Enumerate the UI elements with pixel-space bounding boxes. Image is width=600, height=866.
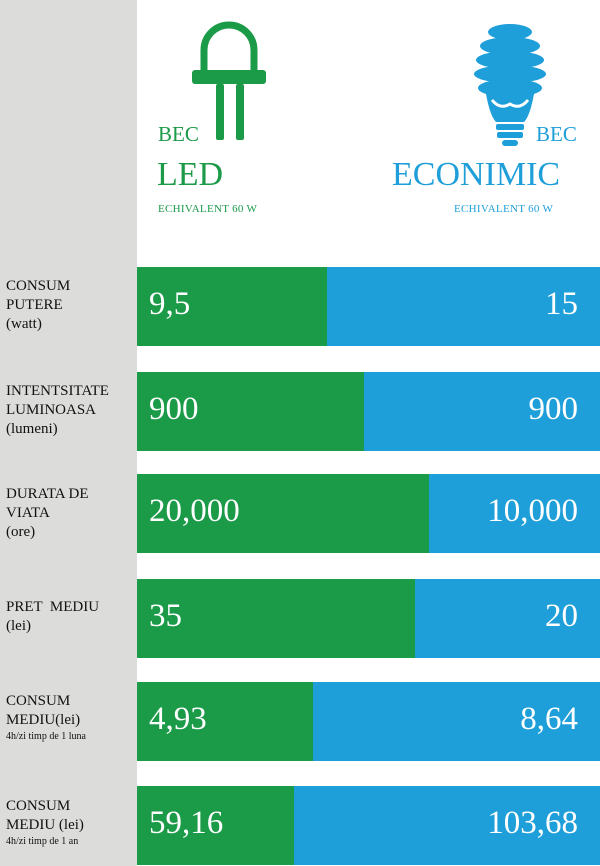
row-label-line: (lumeni) — [6, 421, 58, 437]
eco-value: 900 — [528, 391, 579, 427]
row-label-line: CONSUM — [6, 278, 71, 294]
bar-row: 35 20 — [137, 579, 600, 658]
led-bar — [137, 786, 294, 865]
bar-row: 900 900 — [137, 372, 600, 451]
bar-row: 20,000 10,000 — [137, 474, 600, 553]
led-type-label: LED — [157, 156, 224, 193]
led-value: 59,16 — [149, 805, 224, 841]
row-label-note: 4h/zi timp de 1 luna — [6, 731, 86, 742]
eco-type-label: ECONIMIC — [392, 156, 561, 193]
row-label-line: CONSUM — [6, 798, 71, 814]
row-label-line: (watt) — [6, 316, 42, 332]
eco-value: 103,68 — [487, 805, 578, 841]
led-equiv-label: ECHIVALENT 60 W — [158, 203, 258, 215]
eco-value: 10,000 — [487, 493, 578, 529]
row-label-line: CONSUM — [6, 693, 71, 709]
led-bar — [137, 682, 313, 761]
label-sidebar — [0, 0, 137, 866]
led-value: 4,93 — [149, 701, 207, 737]
row-label-line: PUTERE — [6, 297, 63, 313]
cfl-bulb-icon — [474, 24, 546, 146]
row-label-intensitate: INTENTSITATE LUMINOASA (lumeni) — [6, 382, 134, 439]
led-value: 35 — [149, 598, 182, 634]
bar-row: 9,5 15 — [137, 267, 600, 346]
led-value: 900 — [149, 391, 199, 427]
bar-row: 4,93 8,64 — [137, 682, 600, 761]
led-bar — [137, 267, 327, 346]
row-label-line: INTENTSITATE — [6, 383, 109, 399]
led-bar — [137, 474, 429, 553]
row-label-consum-putere: CONSUM PUTERE (watt) — [6, 277, 134, 334]
bar-row: 59,16 103,68 — [137, 786, 600, 865]
eco-value: 8,64 — [520, 701, 578, 737]
led-bar — [137, 372, 364, 451]
led-bec-label: BEC — [158, 122, 199, 146]
row-label-line: MEDIU(lei) — [6, 712, 81, 728]
led-bulb-icon — [192, 21, 266, 140]
row-label-durata: DURATA DE VIATA (ore) — [6, 485, 134, 542]
row-label-consum-luna: CONSUM MEDIU(lei) 4h/zi timp de 1 luna — [6, 692, 134, 744]
led-bar — [137, 579, 415, 658]
row-label-note: 4h/zi timp de 1 an — [6, 836, 79, 847]
row-label-line: LUMINOASA — [6, 402, 96, 418]
eco-value: 15 — [545, 286, 578, 322]
row-label-line: PRET MEDIU — [6, 599, 100, 615]
row-label-consum-an: CONSUM MEDIU (lei) 4h/zi timp de 1 an — [6, 797, 134, 849]
eco-bec-label: BEC — [536, 122, 577, 146]
led-value: 9,5 — [149, 286, 191, 322]
row-label-line: VIATA — [6, 505, 50, 521]
row-label-line: DURATA DE — [6, 486, 89, 502]
row-label-pret: PRET MEDIU (lei) — [6, 598, 134, 636]
eco-value: 20 — [545, 598, 578, 634]
row-label-line: MEDIU (lei) — [6, 817, 84, 833]
led-value: 20,000 — [149, 493, 240, 529]
eco-equiv-label: ECHIVALENT 60 W — [454, 203, 554, 215]
row-label-line: (ore) — [6, 524, 36, 540]
row-label-line: (lei) — [6, 618, 31, 634]
